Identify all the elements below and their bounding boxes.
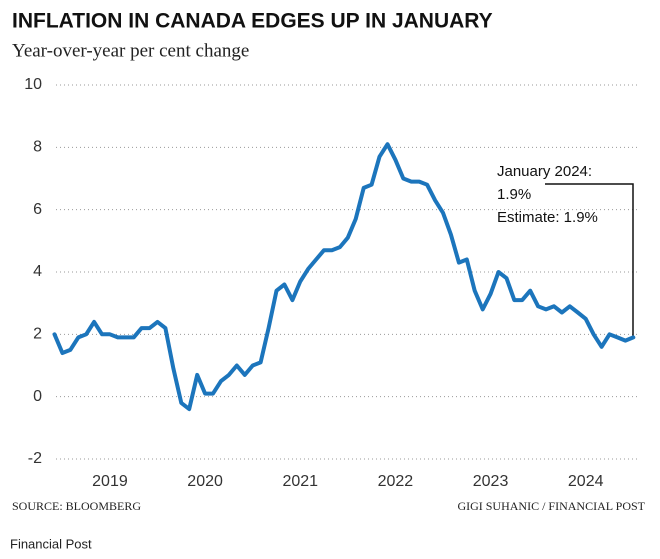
credit: GIGI SUHANIC / FINANCIAL POST [457,499,645,513]
y-tick-label: 10 [24,76,42,93]
y-tick-label: 2 [33,326,42,343]
x-tick-label: 2021 [282,473,318,490]
x-tick-label: 2019 [92,473,128,490]
footer: Financial Post [10,536,92,551]
x-tick-label: 2024 [568,473,604,490]
annotation: January 2024: [497,163,592,180]
y-tick-label: 4 [33,263,42,280]
line [52,142,636,412]
y-tick-label: 8 [33,139,42,156]
annotation-bracket [545,183,634,336]
y-tick-label: 0 [33,388,42,405]
annotation: 1.9% [497,186,531,203]
y-tick-label: -2 [28,450,42,467]
x-tick-label: 2022 [378,473,414,490]
y-tick-label: 6 [33,201,42,218]
chart-subtitle: Year-over-year per cent change [12,40,249,61]
chart-title: INFLATION IN CANADA EDGES UP IN JANUARY [12,10,493,33]
x-tick-label: 2023 [473,473,509,490]
source: SOURCE: BLOOMBERG [12,499,141,513]
x-tick-label: 2020 [187,473,223,490]
annotation: Estimate: 1.9% [497,209,598,226]
